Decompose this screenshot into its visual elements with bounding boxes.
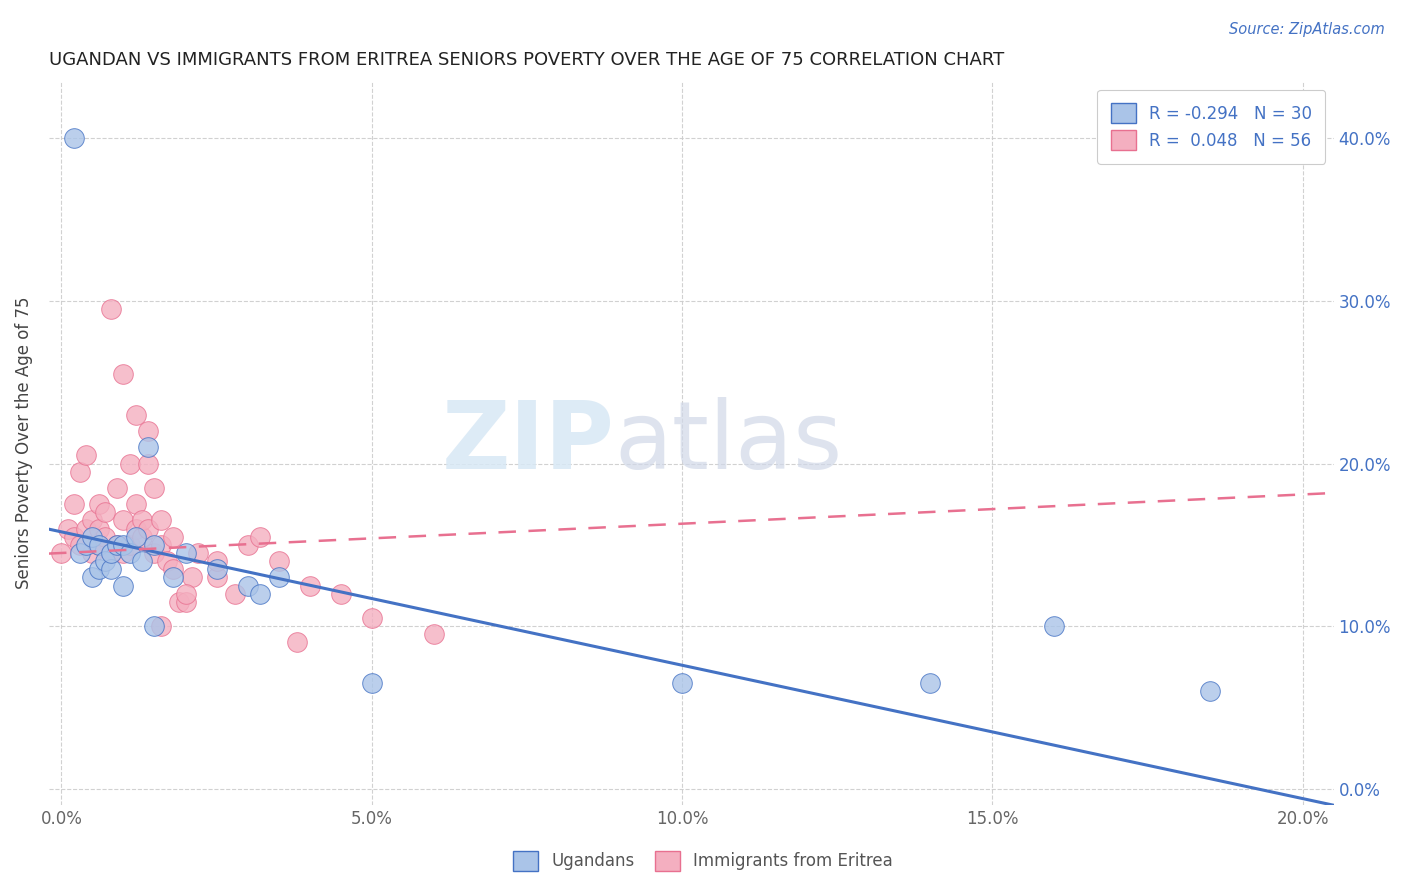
Point	[136, 522, 159, 536]
Point	[112, 546, 135, 560]
Point	[143, 538, 166, 552]
Point	[249, 530, 271, 544]
Point	[100, 546, 122, 560]
Y-axis label: Seniors Poverty Over the Age of 75: Seniors Poverty Over the Age of 75	[15, 297, 32, 590]
Point	[118, 546, 141, 560]
Point	[1198, 684, 1220, 698]
Point	[267, 554, 290, 568]
Point	[100, 562, 122, 576]
Point	[143, 481, 166, 495]
Point	[118, 457, 141, 471]
Point	[423, 627, 446, 641]
Point	[131, 554, 153, 568]
Point	[224, 587, 246, 601]
Point	[62, 497, 84, 511]
Point	[75, 538, 97, 552]
Point	[187, 546, 209, 560]
Text: atlas: atlas	[614, 397, 842, 489]
Point	[62, 131, 84, 145]
Point	[87, 562, 110, 576]
Point	[69, 546, 91, 560]
Point	[69, 465, 91, 479]
Point	[136, 440, 159, 454]
Point	[105, 481, 128, 495]
Point	[87, 522, 110, 536]
Point	[162, 570, 184, 584]
Point	[149, 513, 172, 527]
Point	[82, 530, 104, 544]
Point	[169, 595, 191, 609]
Point	[125, 522, 148, 536]
Point	[87, 538, 110, 552]
Point	[156, 554, 179, 568]
Point	[149, 619, 172, 633]
Point	[105, 538, 128, 552]
Point	[56, 522, 79, 536]
Point	[180, 570, 202, 584]
Point	[112, 578, 135, 592]
Text: ZIP: ZIP	[441, 397, 614, 489]
Point	[112, 367, 135, 381]
Point	[125, 530, 148, 544]
Point	[75, 449, 97, 463]
Point	[174, 595, 197, 609]
Point	[94, 505, 117, 519]
Point	[94, 554, 117, 568]
Point	[51, 546, 73, 560]
Point	[82, 513, 104, 527]
Point	[162, 562, 184, 576]
Point	[143, 619, 166, 633]
Point	[82, 570, 104, 584]
Point	[360, 611, 382, 625]
Point	[100, 546, 122, 560]
Point	[75, 522, 97, 536]
Point	[69, 538, 91, 552]
Point	[136, 457, 159, 471]
Point	[112, 538, 135, 552]
Point	[87, 497, 110, 511]
Point	[920, 676, 942, 690]
Point	[162, 530, 184, 544]
Point	[267, 570, 290, 584]
Point	[205, 554, 228, 568]
Point	[205, 562, 228, 576]
Point	[62, 530, 84, 544]
Point	[143, 546, 166, 560]
Point	[360, 676, 382, 690]
Point	[285, 635, 308, 649]
Point	[149, 538, 172, 552]
Point	[298, 578, 321, 592]
Legend: Ugandans, Immigrants from Eritrea: Ugandans, Immigrants from Eritrea	[505, 842, 901, 880]
Point	[249, 587, 271, 601]
Point	[236, 578, 259, 592]
Point	[125, 497, 148, 511]
Point	[118, 538, 141, 552]
Point	[136, 424, 159, 438]
Point	[87, 538, 110, 552]
Point	[105, 538, 128, 552]
Point	[329, 587, 352, 601]
Point	[100, 301, 122, 316]
Legend: R = -0.294   N = 30, R =  0.048   N = 56: R = -0.294 N = 30, R = 0.048 N = 56	[1097, 90, 1326, 163]
Point	[131, 530, 153, 544]
Point	[112, 513, 135, 527]
Text: Source: ZipAtlas.com: Source: ZipAtlas.com	[1229, 22, 1385, 37]
Point	[174, 587, 197, 601]
Point	[94, 530, 117, 544]
Text: UGANDAN VS IMMIGRANTS FROM ERITREA SENIORS POVERTY OVER THE AGE OF 75 CORRELATIO: UGANDAN VS IMMIGRANTS FROM ERITREA SENIO…	[49, 51, 1004, 69]
Point	[236, 538, 259, 552]
Point	[174, 546, 197, 560]
Point	[125, 408, 148, 422]
Point	[82, 546, 104, 560]
Point	[671, 676, 693, 690]
Point	[1043, 619, 1066, 633]
Point	[205, 570, 228, 584]
Point	[131, 513, 153, 527]
